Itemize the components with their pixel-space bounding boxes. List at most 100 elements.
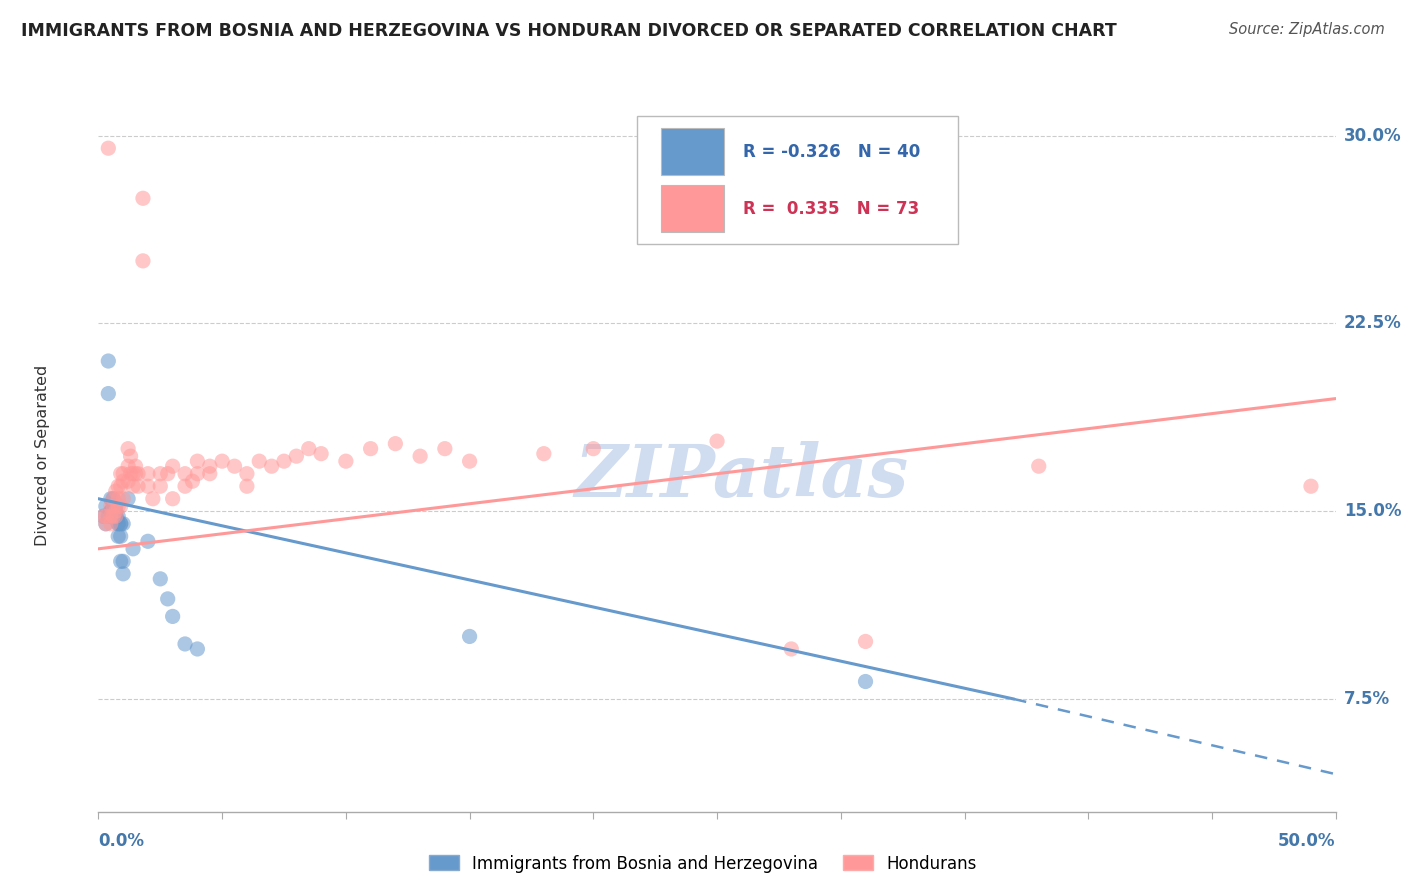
- Point: [104, 509, 127, 524]
- Point: [156, 467, 179, 481]
- Point: [100, 509, 122, 524]
- Point: [107, 529, 129, 543]
- Point: [117, 442, 139, 456]
- Point: [162, 491, 184, 506]
- Point: [112, 566, 135, 581]
- Point: [94, 516, 117, 531]
- Point: [104, 509, 127, 524]
- Point: [127, 479, 149, 493]
- Point: [103, 491, 125, 506]
- Point: [94, 516, 117, 531]
- Point: [97, 509, 120, 524]
- Point: [100, 509, 122, 524]
- Point: [112, 467, 135, 481]
- Point: [122, 479, 145, 493]
- Point: [409, 449, 432, 463]
- Text: Divorced or Separated: Divorced or Separated: [35, 364, 51, 546]
- Point: [186, 454, 208, 468]
- Text: 30.0%: 30.0%: [1344, 127, 1402, 145]
- Point: [104, 504, 127, 518]
- Point: [117, 491, 139, 506]
- Point: [103, 509, 125, 524]
- Point: [136, 467, 159, 481]
- Text: 0.0%: 0.0%: [98, 831, 145, 850]
- Point: [247, 454, 270, 468]
- Point: [260, 459, 283, 474]
- Text: R = -0.326   N = 40: R = -0.326 N = 40: [742, 143, 921, 161]
- Point: [100, 500, 122, 514]
- Point: [104, 509, 127, 524]
- Point: [104, 504, 127, 518]
- Point: [122, 541, 145, 556]
- Point: [110, 516, 132, 531]
- Point: [780, 642, 803, 657]
- Point: [93, 509, 115, 524]
- Point: [112, 474, 135, 488]
- Point: [110, 554, 132, 568]
- FancyBboxPatch shape: [661, 186, 724, 232]
- Point: [124, 459, 146, 474]
- Point: [360, 442, 382, 456]
- Point: [582, 442, 605, 456]
- Point: [309, 447, 332, 461]
- Text: IMMIGRANTS FROM BOSNIA AND HERZEGOVINA VS HONDURAN DIVORCED OR SEPARATED CORRELA: IMMIGRANTS FROM BOSNIA AND HERZEGOVINA V…: [21, 22, 1116, 40]
- Point: [110, 529, 132, 543]
- Point: [100, 491, 122, 506]
- Point: [335, 454, 357, 468]
- Point: [855, 634, 877, 648]
- Text: 7.5%: 7.5%: [1344, 690, 1391, 708]
- Point: [112, 491, 135, 506]
- Point: [142, 491, 165, 506]
- Point: [117, 474, 139, 488]
- Point: [132, 191, 155, 205]
- Point: [149, 467, 172, 481]
- Point: [103, 504, 125, 518]
- Text: 50.0%: 50.0%: [1278, 831, 1336, 850]
- Point: [97, 141, 120, 155]
- Point: [132, 253, 155, 268]
- Point: [285, 449, 308, 463]
- Point: [174, 479, 197, 493]
- Point: [181, 474, 204, 488]
- Point: [198, 459, 221, 474]
- Point: [100, 504, 122, 518]
- Point: [107, 479, 129, 493]
- Point: [100, 504, 122, 518]
- Point: [107, 509, 129, 524]
- Point: [104, 500, 127, 514]
- Point: [298, 442, 321, 456]
- Point: [97, 354, 120, 368]
- Text: R =  0.335   N = 73: R = 0.335 N = 73: [742, 200, 920, 218]
- Point: [117, 459, 139, 474]
- Point: [1028, 459, 1050, 474]
- Point: [124, 467, 146, 481]
- Point: [104, 509, 127, 524]
- Point: [112, 516, 135, 531]
- Point: [103, 500, 125, 514]
- Point: [236, 467, 259, 481]
- Point: [224, 459, 246, 474]
- Text: 15.0%: 15.0%: [1344, 502, 1402, 520]
- Point: [94, 509, 117, 524]
- Point: [174, 637, 197, 651]
- Point: [122, 467, 145, 481]
- Point: [110, 479, 132, 493]
- Text: 22.5%: 22.5%: [1344, 315, 1402, 333]
- Point: [186, 467, 208, 481]
- Point: [127, 467, 149, 481]
- Point: [103, 491, 125, 506]
- Point: [149, 479, 172, 493]
- Point: [107, 516, 129, 531]
- Point: [273, 454, 295, 468]
- Point: [107, 516, 129, 531]
- Point: [120, 449, 142, 463]
- Point: [103, 500, 125, 514]
- FancyBboxPatch shape: [661, 128, 724, 175]
- Point: [97, 386, 120, 401]
- Point: [433, 442, 456, 456]
- Point: [198, 467, 221, 481]
- Point: [112, 554, 135, 568]
- Point: [110, 467, 132, 481]
- Point: [110, 500, 132, 514]
- Point: [100, 516, 122, 531]
